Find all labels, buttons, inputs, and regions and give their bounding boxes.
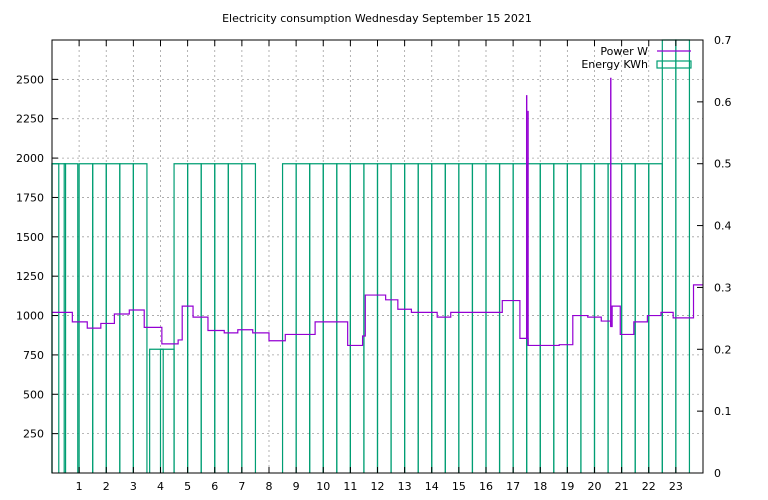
x-tick-label: 14	[425, 480, 439, 493]
energy-bar	[648, 163, 663, 473]
energy-bar	[566, 163, 582, 473]
x-tick-label: 16	[479, 480, 493, 493]
energy-bar	[132, 163, 148, 473]
energy-bar	[227, 163, 243, 473]
energy-bar	[553, 163, 568, 473]
y2-tick-label: 0	[714, 467, 721, 480]
power-line	[52, 284, 703, 347]
x-tick-label: 12	[371, 480, 385, 493]
y-tick-label: 250	[23, 428, 44, 441]
energy-bar	[390, 163, 406, 473]
energy-bar	[349, 163, 365, 473]
energy-bar	[621, 163, 636, 473]
legend-power-label: Power W	[600, 45, 648, 58]
x-tick-label: 1	[76, 480, 83, 493]
energy-bar	[458, 163, 474, 473]
energy-bar	[295, 163, 311, 473]
x-tick-label: 8	[266, 480, 273, 493]
x-tick-label: 22	[642, 480, 656, 493]
x-tick-label: 15	[452, 480, 466, 493]
energy-bar	[92, 163, 107, 473]
legend: Power W Energy KWh	[581, 45, 692, 71]
energy-bar	[431, 163, 446, 473]
y2-tick-label: 0.2	[714, 343, 732, 356]
energy-bar	[661, 39, 677, 473]
energy-bar	[63, 163, 79, 473]
power-series	[52, 77, 703, 347]
y2-tick-label: 0.7	[714, 34, 732, 47]
y2-tick-label: 0.1	[714, 405, 732, 418]
x-tick-label: 9	[293, 480, 300, 493]
x-tick-label: 11	[343, 480, 357, 493]
x-tick-label: 10	[316, 480, 330, 493]
legend-energy-swatch	[656, 60, 692, 69]
energy-bar	[498, 163, 514, 473]
x-tick-label: 7	[238, 480, 245, 493]
energy-bar	[539, 163, 555, 473]
x-tick-label: 3	[130, 480, 137, 493]
y-tick-label: 1750	[16, 191, 44, 204]
energy-bar	[634, 163, 650, 473]
x-tick-label: 13	[398, 480, 412, 493]
x-tick-label: 21	[615, 480, 629, 493]
energy-bar	[404, 163, 419, 473]
energy-bar	[78, 163, 94, 473]
energy-bar	[159, 348, 175, 473]
energy-bar	[105, 163, 121, 473]
y-tick-label: 500	[23, 388, 44, 401]
x-tick-label: 17	[506, 480, 520, 493]
x-tick-label: 5	[184, 480, 191, 493]
energy-bar	[471, 163, 487, 473]
energy-bar	[241, 163, 257, 473]
energy-bar	[485, 163, 501, 473]
y-tick-label: 1500	[16, 231, 44, 244]
x-tick-label: 2	[103, 480, 110, 493]
energy-bar	[149, 348, 164, 473]
energy-bar	[580, 163, 596, 473]
energy-bar	[119, 163, 134, 473]
x-tick-label: 20	[588, 480, 602, 493]
energy-bar	[51, 163, 60, 473]
energy-bar	[214, 163, 229, 473]
y-tick-label: 750	[23, 349, 44, 362]
y2-tick-label: 0.5	[714, 158, 732, 171]
x-tick-label: 19	[560, 480, 574, 493]
energy-bar	[173, 163, 189, 473]
x-tick-label: 6	[211, 480, 218, 493]
y-tick-label: 2250	[16, 113, 44, 126]
x-tick-label: 18	[533, 480, 547, 493]
x-tick-label: 4	[157, 480, 164, 493]
y-tick-label: 1000	[16, 310, 44, 323]
energy-bar	[187, 163, 202, 473]
energy-bar	[376, 163, 392, 473]
energy-bar	[444, 163, 460, 473]
y2-tick-label: 0.3	[714, 281, 732, 294]
axis-ticks: 1 2 3 4 5 6 7 8 9 10 11 12 13 14 15 16 17 18 19 20 21 22 23250…	[16, 34, 732, 493]
energy-bar	[336, 163, 351, 473]
energy-bar	[417, 163, 433, 473]
y-tick-label: 2500	[16, 73, 44, 86]
legend-energy-label: Energy KWh	[581, 58, 648, 71]
y2-tick-label: 0.6	[714, 96, 732, 109]
energy-bar	[675, 39, 691, 473]
x-tick-label: 23	[669, 480, 683, 493]
energy-bar	[309, 163, 324, 473]
y-tick-label: 1250	[16, 270, 44, 283]
energy-bar	[322, 163, 338, 473]
y2-tick-label: 0.4	[714, 220, 732, 233]
energy-series	[51, 39, 691, 473]
chart-title: Electricity consumption Wednesday Septem…	[222, 12, 532, 25]
energy-bar	[281, 163, 297, 473]
y-tick-label: 2000	[16, 152, 44, 165]
energy-bar	[363, 163, 379, 473]
